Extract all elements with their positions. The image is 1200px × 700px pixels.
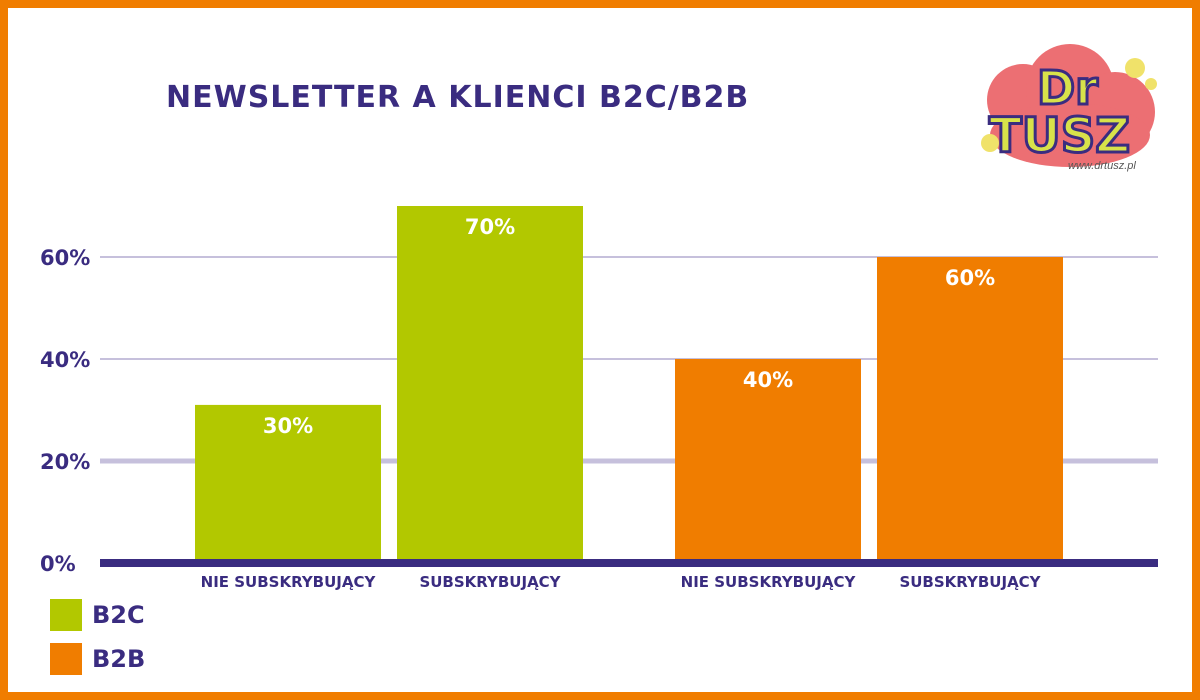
logo-text-tusz: TUSZ <box>989 108 1130 164</box>
y-tick-label: 20% <box>40 450 90 474</box>
legend-item-b2b: B2B <box>50 642 145 676</box>
y-tick-label: 0% <box>40 552 76 576</box>
chart-title: NEWSLETTER A KLIENCI B2C/B2B <box>166 80 750 115</box>
data-label: 60% <box>945 266 995 290</box>
bar <box>195 404 381 563</box>
data-label: 40% <box>743 368 793 392</box>
drtusz-logo: Dr TUSZ <box>981 44 1157 167</box>
logo-url: www.drtusz.pl <box>1068 160 1136 172</box>
x-tick-label: SUBSKRYBUJĄCY <box>419 573 561 591</box>
data-label: 30% <box>263 414 313 438</box>
x-tick-label: NIE SUBSKRYBUJĄCY <box>681 573 857 591</box>
legend: B2C B2B <box>50 598 145 686</box>
legend-swatch-b2b <box>50 643 82 675</box>
x-tick-label: NIE SUBSKRYBUJĄCY <box>201 573 377 591</box>
legend-label-b2b: B2B <box>92 645 146 673</box>
data-label: 70% <box>465 215 515 239</box>
y-tick-label: 60% <box>40 246 90 270</box>
legend-swatch-b2c <box>50 599 82 631</box>
x-tick-label: SUBSKRYBUJĄCY <box>899 573 1041 591</box>
bar <box>397 206 583 563</box>
x-axis-baseline <box>100 559 1158 567</box>
legend-label-b2c: B2C <box>92 601 145 629</box>
bar <box>675 359 861 563</box>
logo-text-dr: Dr <box>1037 61 1098 115</box>
bar <box>877 257 1063 563</box>
legend-item-b2c: B2C <box>50 598 145 632</box>
y-tick-label: 40% <box>40 348 90 372</box>
